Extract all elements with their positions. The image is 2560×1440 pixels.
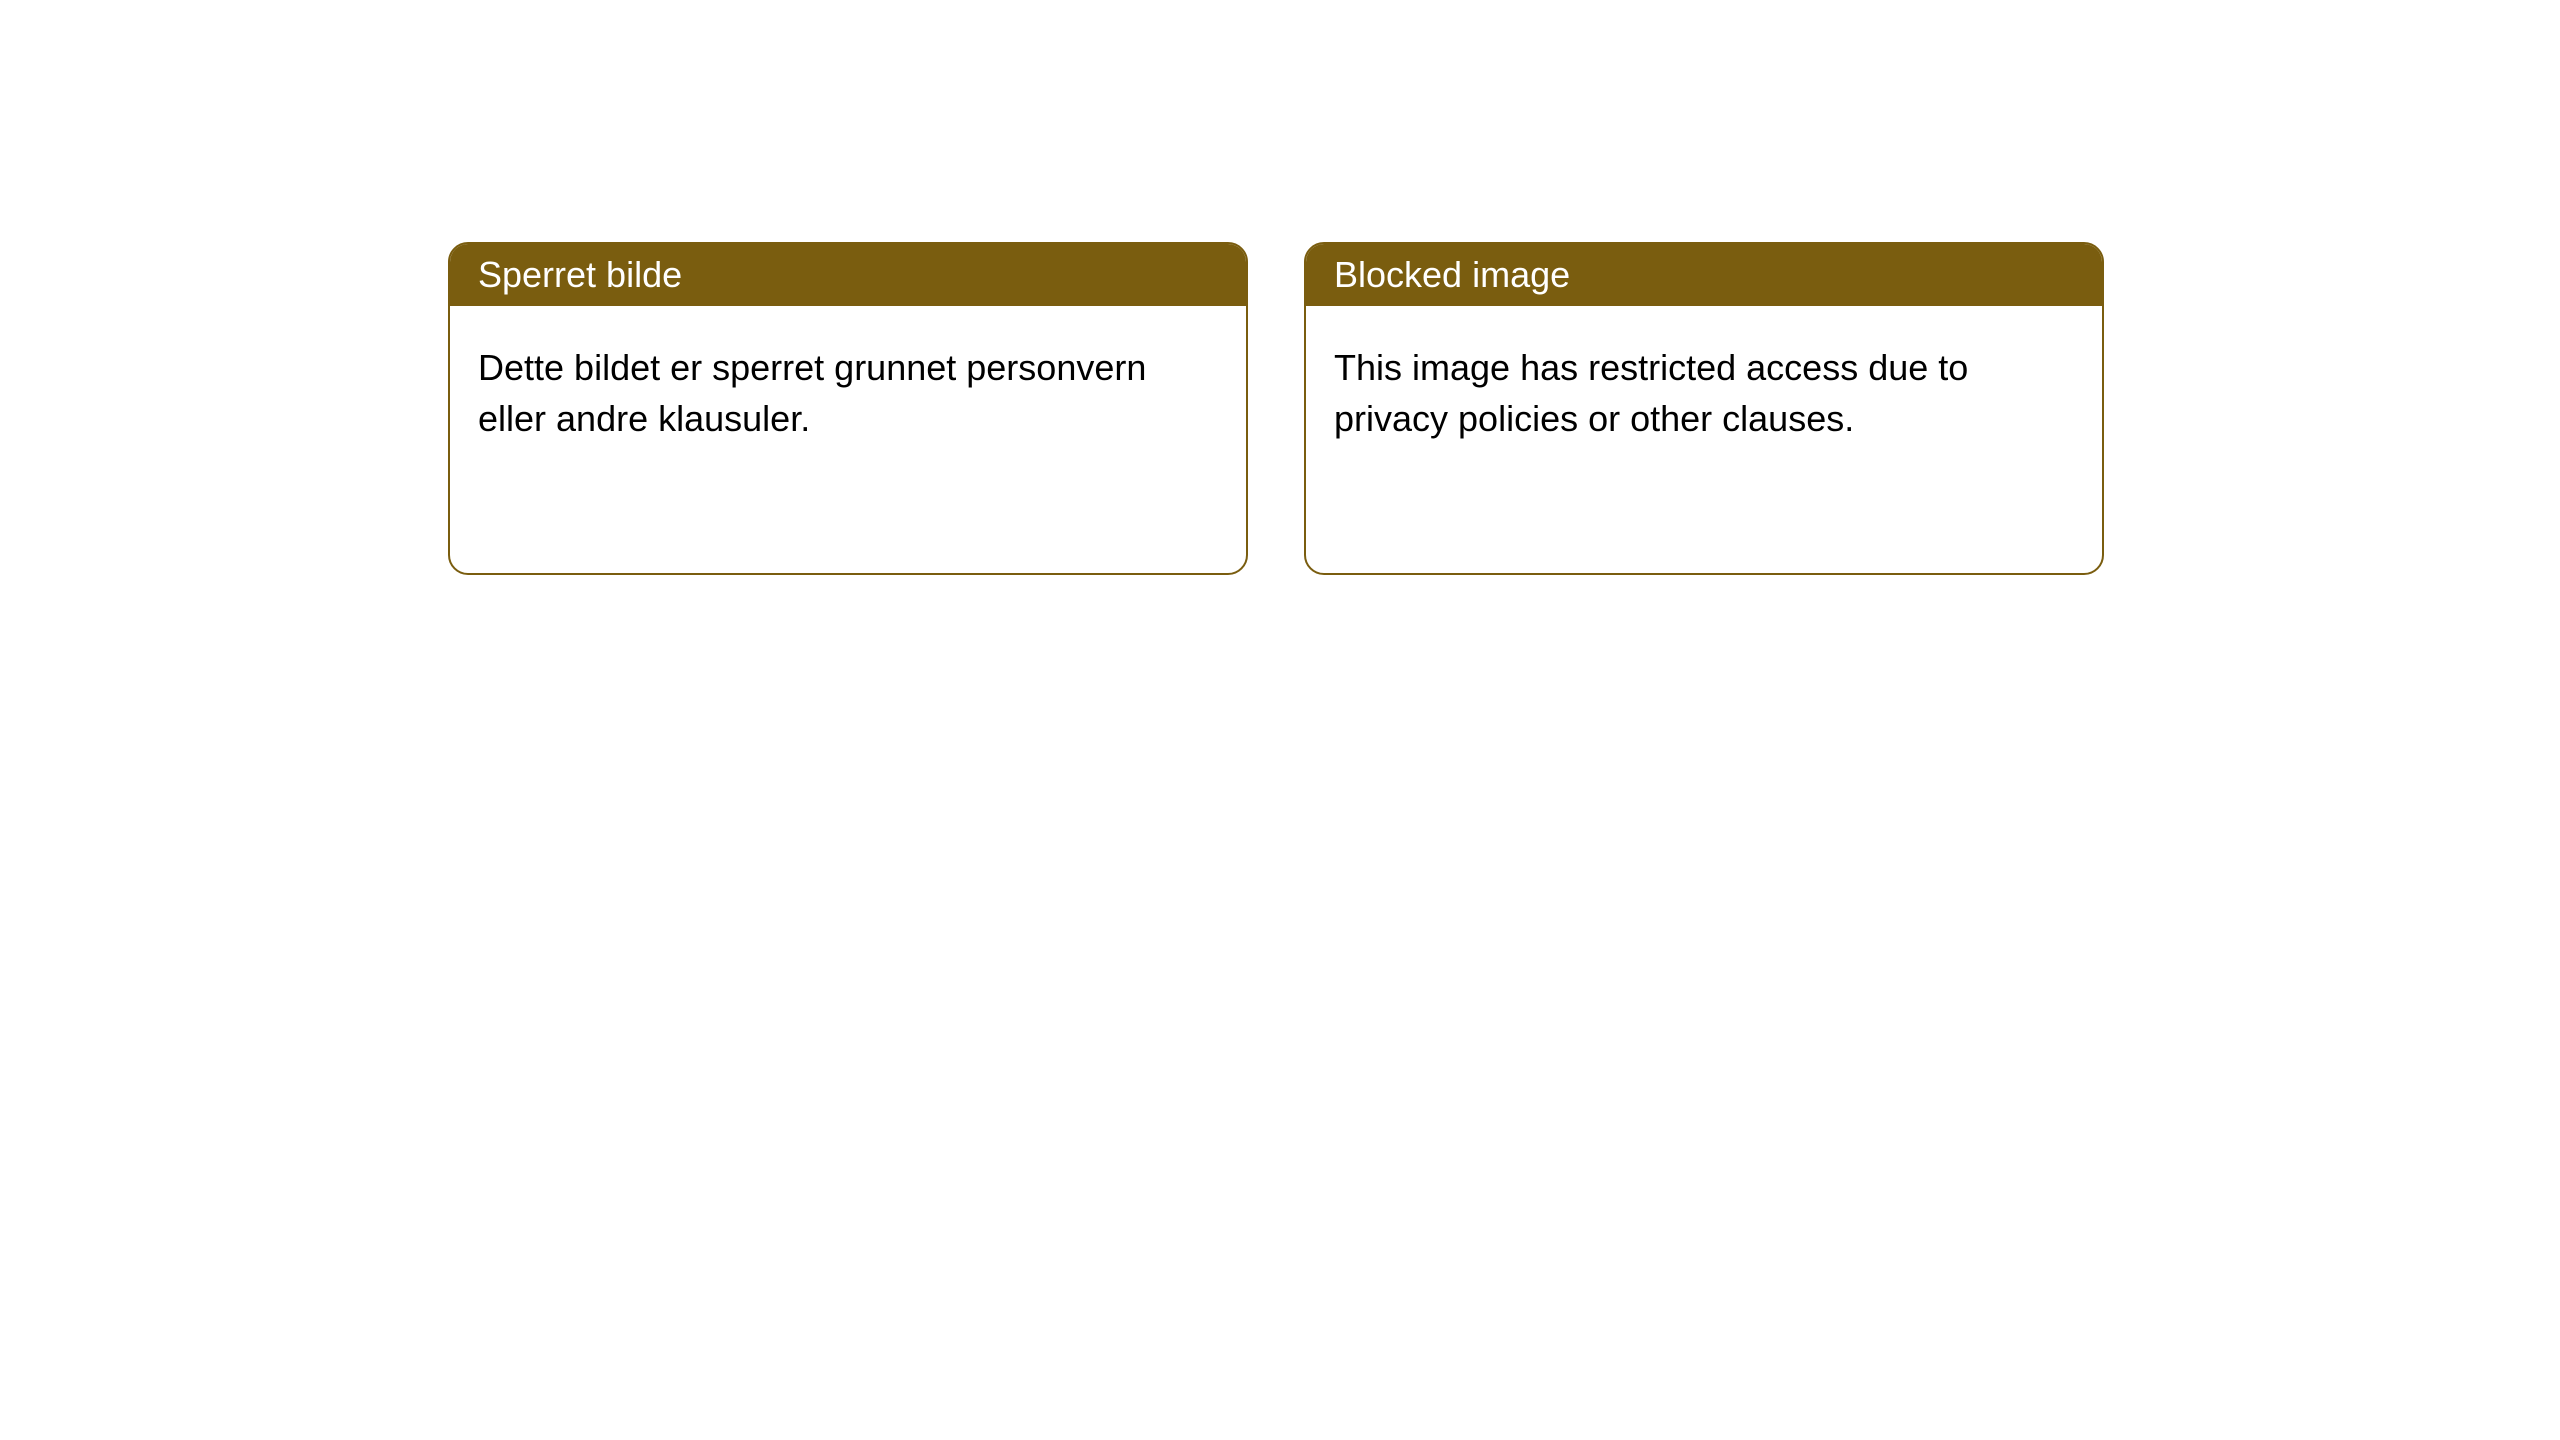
notice-header-en: Blocked image	[1306, 244, 2102, 306]
notice-body-en: This image has restricted access due to …	[1306, 306, 2102, 472]
notice-header-no: Sperret bilde	[450, 244, 1246, 306]
notice-card-no: Sperret bilde Dette bildet er sperret gr…	[448, 242, 1248, 575]
notice-body-no: Dette bildet er sperret grunnet personve…	[450, 306, 1246, 472]
notice-card-en: Blocked image This image has restricted …	[1304, 242, 2104, 575]
notice-container: Sperret bilde Dette bildet er sperret gr…	[0, 0, 2560, 575]
